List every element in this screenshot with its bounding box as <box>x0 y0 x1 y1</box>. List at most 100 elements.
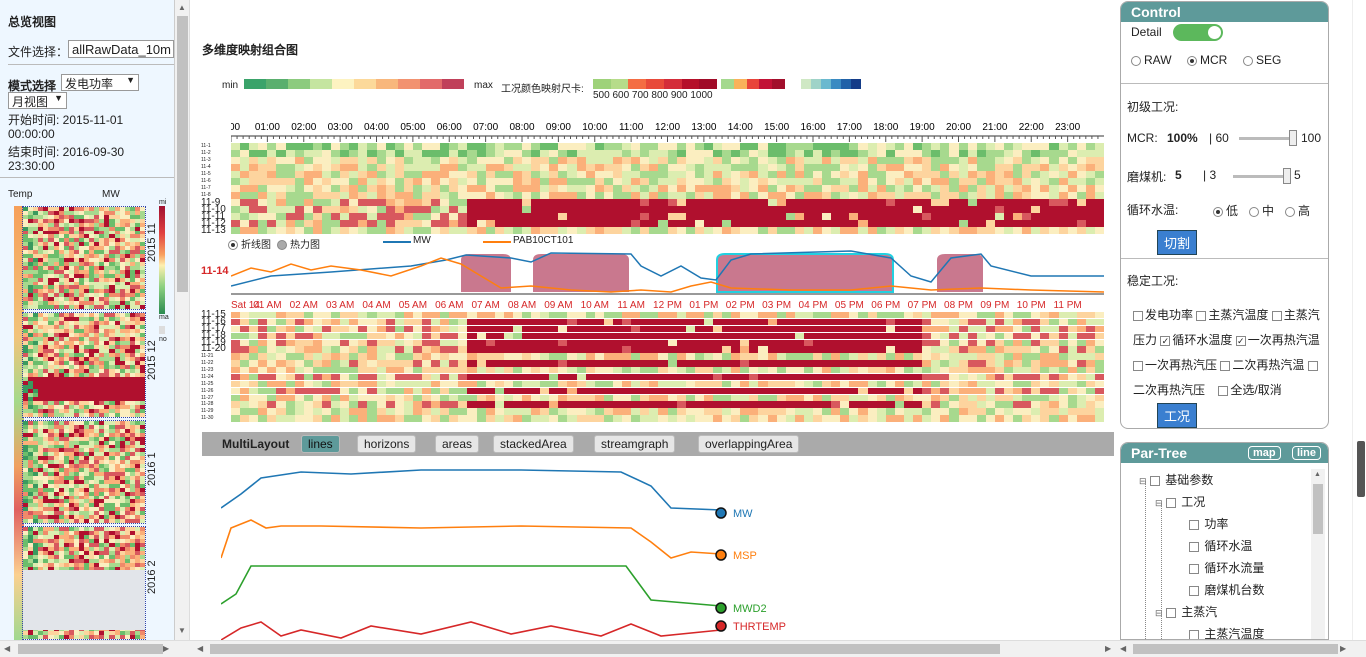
heatmap-cell <box>358 164 368 171</box>
overview-cell <box>23 385 29 390</box>
overview-cell <box>84 401 90 406</box>
overview-cell <box>68 207 75 212</box>
overview-cell <box>129 452 136 457</box>
overview-cell <box>94 258 100 263</box>
overview-cell <box>68 313 75 318</box>
heatmap-cell <box>894 353 905 360</box>
overview-cell <box>53 421 59 426</box>
overview-cell <box>28 401 34 406</box>
overview-cell <box>68 432 75 437</box>
month-block[interactable] <box>22 526 146 640</box>
overview-cell <box>99 468 105 473</box>
overview-cell <box>48 265 54 271</box>
heatmap-cell <box>303 220 314 227</box>
overview-cell <box>78 421 85 426</box>
month-block[interactable] <box>22 312 146 418</box>
view-select[interactable]: 月视图 ▼ <box>8 92 67 109</box>
overview-cell <box>43 301 49 306</box>
heatmap-top[interactable] <box>231 143 1105 234</box>
heatmap-cell <box>367 227 377 234</box>
heatmap-cell <box>967 227 977 234</box>
mode-select[interactable]: 发电功率 ▼ <box>61 74 139 91</box>
overview-cell <box>104 321 110 326</box>
overview-cell <box>104 436 110 441</box>
heatmap-cell <box>903 164 914 171</box>
overview-cell <box>139 207 146 212</box>
heatmap-bottom[interactable] <box>231 312 1105 422</box>
overview-cell <box>63 389 70 394</box>
file-select-input[interactable]: allRawData_10m <box>68 40 174 58</box>
overview-cell <box>129 242 136 247</box>
heatmap-cell <box>485 318 496 326</box>
heatmap-cell <box>449 143 459 150</box>
heatmap-cell <box>594 192 605 199</box>
overview-cell <box>84 495 90 500</box>
overview-cell <box>104 507 110 512</box>
overview-cell <box>63 444 70 449</box>
heatmap-cell <box>340 387 350 394</box>
scroll-down-icon[interactable]: ▼ <box>178 626 186 635</box>
heatmap-cell <box>822 318 832 326</box>
overview-scrollbar[interactable]: ▲ ▼ <box>175 0 190 640</box>
stable-segment[interactable] <box>716 253 894 293</box>
overview-cell <box>28 353 34 358</box>
overview-cell <box>124 479 131 485</box>
heatmap-cell <box>531 164 541 171</box>
overview-cell <box>78 357 85 362</box>
overview-cell <box>38 483 44 488</box>
heatmap-cell <box>294 380 305 388</box>
heatmap-cell <box>458 380 468 388</box>
overview-cell <box>89 297 95 302</box>
overview-cell <box>23 325 29 330</box>
overview-cell <box>89 381 95 386</box>
overview-cell <box>109 409 115 414</box>
overview-cell <box>139 242 146 247</box>
overview-cell <box>114 563 120 568</box>
scroll-thumb[interactable] <box>177 16 188 292</box>
overview-heatmap[interactable] <box>22 206 146 640</box>
heatmap-cell <box>358 227 368 234</box>
heatmap-cell <box>976 367 987 374</box>
stable-segment[interactable] <box>533 254 629 292</box>
overview-cell <box>33 285 39 290</box>
overview-cell <box>129 495 136 500</box>
heatmap-cell <box>467 227 477 234</box>
overview-cell <box>94 495 100 500</box>
month-block[interactable] <box>22 206 146 310</box>
heatmap-cell <box>431 143 441 150</box>
month-block[interactable] <box>22 420 146 524</box>
heatmap-cell <box>421 192 432 199</box>
overview-cell <box>84 479 90 485</box>
heatmap-cell <box>485 360 496 367</box>
heatmap-cell <box>1040 157 1050 164</box>
stable-segment[interactable] <box>461 254 511 292</box>
overview-cell <box>124 515 131 520</box>
heatmap-cell <box>1058 178 1068 185</box>
mw-legend-line <box>383 241 411 243</box>
overview-cell <box>53 385 59 390</box>
mode-heat-radio[interactable]: 热力图 <box>277 236 320 251</box>
heatmap-cell <box>512 318 523 326</box>
overview-cell <box>68 369 75 374</box>
scroll-up-icon[interactable]: ▲ <box>178 3 186 12</box>
overview-cell <box>104 479 110 485</box>
overview-cell <box>134 559 141 564</box>
heatmap-cell <box>603 171 614 178</box>
overview-cell <box>119 464 125 469</box>
heatmap-cell <box>231 312 241 319</box>
overview-cell <box>63 559 70 564</box>
heatmap-cell <box>731 346 741 353</box>
overview-cell <box>94 365 100 370</box>
heatmap-cell <box>376 178 386 185</box>
overview-cell <box>58 507 64 512</box>
heatmap-cell <box>1094 206 1105 213</box>
heatmap-cell <box>940 157 950 164</box>
heatmap-cell <box>731 143 741 150</box>
stable-segment[interactable] <box>937 254 983 292</box>
overview-cell <box>58 265 64 271</box>
mode-line-radio[interactable]: 折线图 <box>228 236 271 251</box>
overview-cell <box>134 515 141 520</box>
overview-cell <box>73 487 80 492</box>
heatmap-cell <box>840 185 850 192</box>
